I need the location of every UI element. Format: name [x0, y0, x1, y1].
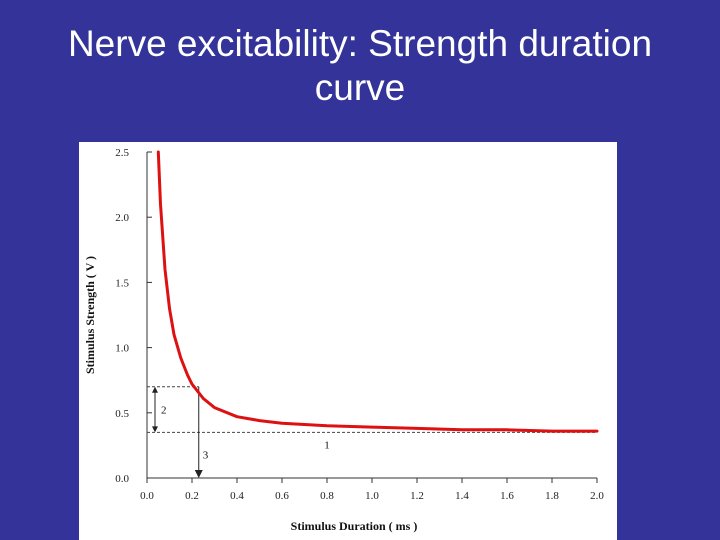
- annotation-label-2: 2: [161, 405, 167, 417]
- annotation-label-1: 1: [324, 439, 330, 451]
- x-tick-label: 1.4: [455, 490, 469, 502]
- y-tick-label: 1.5: [115, 277, 129, 289]
- slide-title-line-2: curve: [314, 67, 406, 108]
- arrowhead-down: [152, 426, 158, 433]
- x-tick-label: 2.0: [590, 490, 604, 502]
- x-tick-label: 0.2: [185, 490, 199, 502]
- x-tick-label: 1.0: [365, 490, 379, 502]
- chart-annotations: 2 3 1: [147, 386, 597, 478]
- y-tick-label: 2.0: [115, 212, 129, 224]
- chart-panel: 0.0 0.5 1.0 1.5 2.0 2.5 0.0 0.2 0.4 0.6 0.8 1.0 1.2…: [79, 142, 617, 540]
- x-tick-label: 0.4: [230, 490, 244, 502]
- y-tick-label: 0.5: [115, 408, 129, 420]
- x-tick-label: 1.8: [545, 490, 559, 502]
- slide-title-line-1: Nerve excitability: Strength duration: [67, 23, 653, 64]
- annotation-label-3: 3: [203, 449, 209, 461]
- x-axis-ticks: 0.0 0.2 0.4 0.6 0.8 1.0 1.2 1.4 1.6 1.8 2.0: [140, 478, 604, 502]
- strength-duration-curve: [156, 150, 599, 433]
- x-tick-label: 1.6: [500, 490, 514, 502]
- x-tick-label: 0.0: [140, 490, 154, 502]
- chronaxie-arrowhead: [194, 470, 203, 478]
- slide-title: Nerve excitability: Strength duration cu…: [0, 22, 720, 110]
- chart-series: [156, 150, 599, 433]
- x-axis-label: Stimulus Duration ( ms ): [291, 519, 418, 533]
- x-tick-label: 0.8: [320, 490, 334, 502]
- strength-duration-chart: 0.0 0.5 1.0 1.5 2.0 2.5 0.0 0.2 0.4 0.6 0.8 1.0 1.2…: [83, 147, 604, 533]
- x-tick-label: 0.6: [275, 490, 289, 502]
- arrowhead-up: [152, 386, 158, 393]
- y-tick-label: 0.0: [115, 473, 129, 485]
- y-tick-label: 1.0: [115, 343, 129, 355]
- y-axis-label: Stimulus Strength ( V ): [83, 256, 97, 374]
- y-tick-label: 2.5: [115, 147, 129, 159]
- y-axis-ticks: 0.0 0.5 1.0 1.5 2.0 2.5: [115, 147, 152, 485]
- x-tick-label: 1.2: [410, 490, 424, 502]
